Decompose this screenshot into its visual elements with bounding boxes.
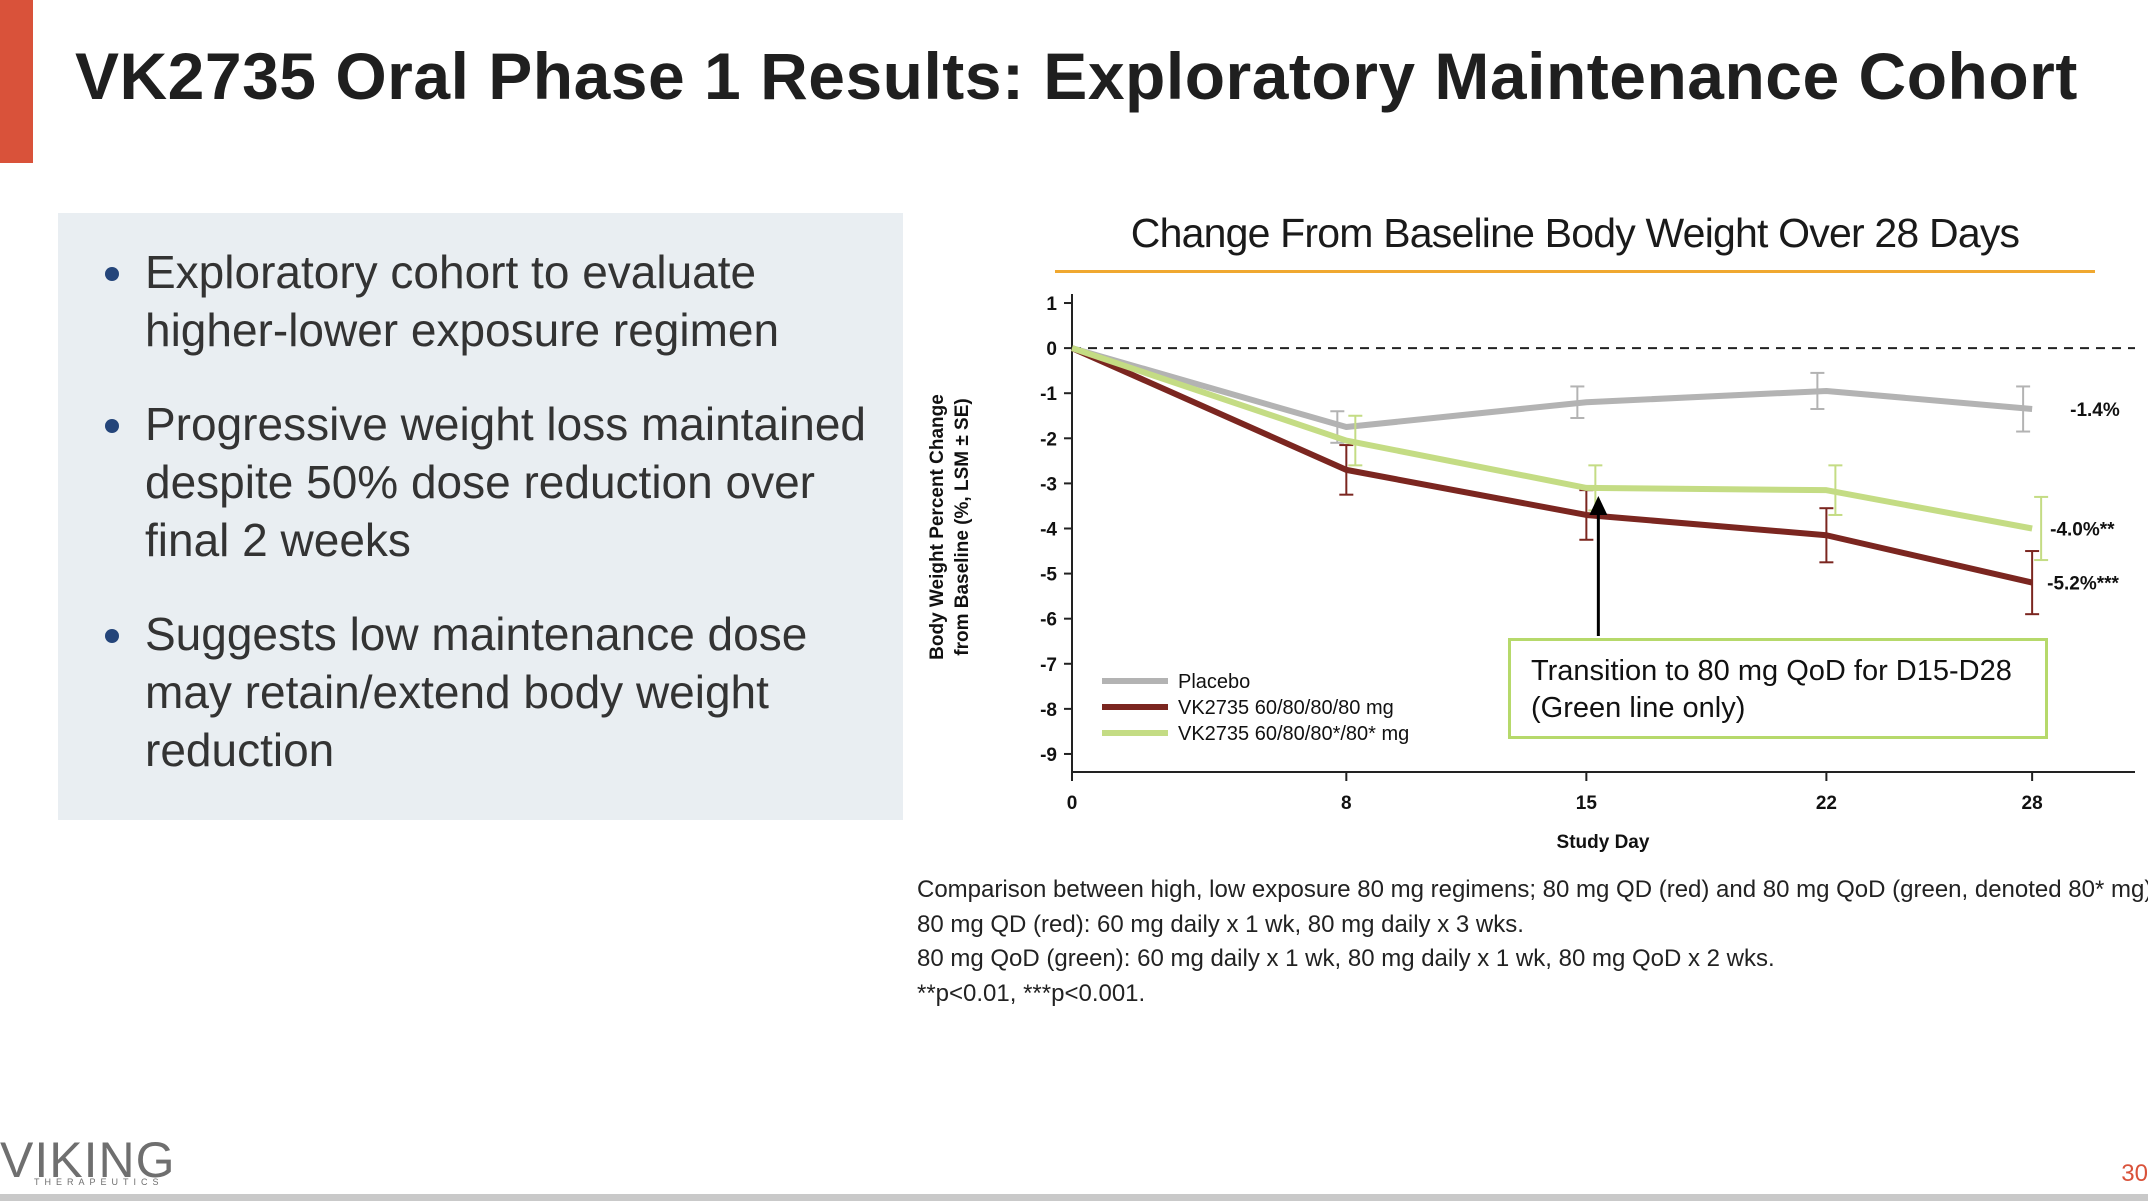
bullet-panel: Exploratory cohort to evaluate higher-lo… <box>58 213 903 820</box>
y-tick-label: -9 <box>1040 745 1057 766</box>
bullet-item: Progressive weight loss maintained despi… <box>58 395 883 569</box>
series-line <box>1071 345 2033 431</box>
x-tick-label: 28 <box>2022 793 2043 814</box>
bullet-text: Suggests low maintenance dose may retain… <box>145 608 808 776</box>
y-axis-label-line1: Body Weight Percent Change <box>927 394 948 660</box>
viking-logo: VIKING THERAPEUTICS <box>0 1135 175 1187</box>
y-tick-label: -5 <box>1040 565 1057 586</box>
series-end-label: -5.2%*** <box>2047 574 2119 595</box>
x-tick-label: 8 <box>1341 793 1352 814</box>
bullet-text: Exploratory cohort to evaluate higher-lo… <box>145 246 780 356</box>
y-tick-label: -1 <box>1040 384 1057 405</box>
footnote-line: Comparison between high, low exposure 80… <box>917 876 2148 903</box>
legend-label: Placebo <box>1178 671 1250 693</box>
bullet-text: Progressive weight loss maintained despi… <box>145 398 867 566</box>
logo-tagline: THERAPEUTICS <box>34 1177 164 1187</box>
bottom-bar <box>0 1194 2148 1201</box>
footnote-line: 80 mg QD (red): 60 mg daily x 1 wk, 80 m… <box>917 910 1524 938</box>
slide-title: VK2735 Oral Phase 1 Results: Exploratory… <box>75 39 2078 113</box>
y-tick-label: -8 <box>1040 700 1057 721</box>
legend-label: VK2735 60/80/80/80 mg <box>1178 697 1394 719</box>
footnote-line: 80 mg QoD (green): 60 mg daily x 1 wk, 8… <box>917 945 1775 972</box>
chart-title-rule <box>1055 270 2095 273</box>
series-line <box>1071 345 2033 532</box>
y-tick-label: 1 <box>1046 294 1057 315</box>
bullet-list: Exploratory cohort to evaluate higher-lo… <box>58 243 883 779</box>
bullet-item: Exploratory cohort to evaluate higher-lo… <box>58 243 883 359</box>
accent-bar <box>0 0 33 163</box>
y-tick-label: -2 <box>1040 429 1057 450</box>
transition-callout: Transition to 80 mg QoD for D15-D28 (Gre… <box>1508 638 2048 739</box>
logo-wordmark: VIKING <box>0 1132 176 1188</box>
series-end-label: -1.4% <box>2070 400 2120 421</box>
y-tick-label: -7 <box>1040 655 1057 676</box>
y-tick-label: -6 <box>1040 610 1057 631</box>
bullet-dot-icon <box>105 419 119 433</box>
transition-arrow-head <box>1589 496 1608 515</box>
y-axis-label: Body Weight Percent Change from Baseline… <box>925 317 975 737</box>
y-axis-label-line2: from Baseline (%, LSM ± SE) <box>952 398 973 656</box>
bullet-dot-icon <box>105 629 119 643</box>
callout-line2: (Green line only) <box>1531 692 1746 724</box>
x-tick-label: 22 <box>1816 793 1837 814</box>
y-tick-label: 0 <box>1046 339 1057 360</box>
legend-label: VK2735 60/80/80*/80* mg <box>1178 723 1409 745</box>
y-tick-label: -3 <box>1040 474 1057 495</box>
y-tick-label: -4 <box>1040 519 1057 540</box>
chart-title: Change From Baseline Body Weight Over 28… <box>1130 210 2020 256</box>
footnote-line: **p<0.01, ***p<0.001. <box>917 979 1146 1007</box>
x-tick-label: 15 <box>1576 793 1598 814</box>
x-tick-label: 0 <box>1067 793 1078 814</box>
callout-line1: Transition to 80 mg QoD for D15-D28 <box>1531 655 2012 687</box>
series-end-label: -4.0%** <box>2050 519 2115 540</box>
bullet-item: Suggests low maintenance dose may retain… <box>58 605 883 779</box>
bullet-dot-icon <box>105 267 119 281</box>
series-line <box>1070 345 2033 586</box>
x-axis-label: Study Day <box>1557 832 1650 853</box>
footnotes: Comparison between high, low exposure 80… <box>917 873 2148 1011</box>
page-number: 30 <box>2121 1160 2148 1187</box>
